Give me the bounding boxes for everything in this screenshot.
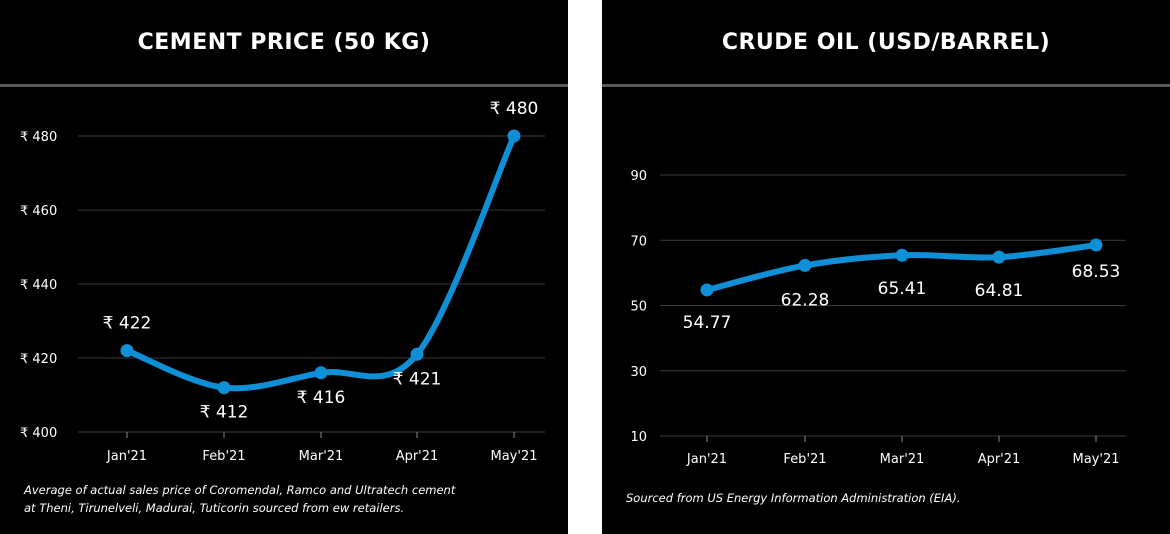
cement-data-label: ₹ 480	[490, 99, 539, 119]
cement-x-tick-label: May'21	[491, 449, 538, 464]
cement-series-line	[124, 133, 517, 392]
oil-data-label: 64.81	[975, 281, 1024, 301]
cement-y-tick-label: ₹ 460	[20, 204, 57, 219]
oil-y-tick-label: 30	[630, 365, 647, 380]
oil-data-point	[798, 258, 812, 272]
cement-data-point	[314, 366, 328, 380]
oil-data-point	[1089, 238, 1103, 252]
oil-x-tick-label: Apr'21	[978, 452, 1021, 467]
crude-oil-footnote: Sourced from US Energy Information Admin…	[626, 491, 961, 505]
cement-x-tick-label: Mar'21	[299, 449, 344, 464]
cement-y-tick-label: ₹ 480	[20, 130, 57, 145]
cement-data-point	[120, 344, 134, 358]
cement-price-panel: CEMENT PRICE (50 KG) ₹ 400 ₹ 420 ₹ 440 ₹ 46…	[0, 0, 568, 534]
oil-x-tick-label: Jan'21	[686, 452, 727, 467]
cement-y-tick-label: ₹ 440	[20, 278, 57, 293]
oil-x-tick-label: Mar'21	[880, 452, 925, 467]
cement-x-tick-label: Apr'21	[396, 449, 439, 464]
oil-x-tick-label: May'21	[1073, 452, 1120, 467]
oil-data-point	[992, 250, 1006, 264]
cement-price-chart: ₹ 400 ₹ 420 ₹ 440 ₹ 460 ₹ 480 Jan'21 Feb'21 Mar…	[20, 99, 545, 464]
cement-data-point	[217, 381, 231, 395]
crude-oil-panel: CRUDE OIL (USD/BARREL) 10 30 50 70 90 Jan'21 F…	[602, 0, 1170, 534]
oil-y-tick-label: 10	[630, 430, 647, 445]
oil-x-tick-label: Feb'21	[783, 452, 826, 467]
cement-y-tick-label: ₹ 400	[20, 426, 57, 441]
oil-data-point	[700, 283, 714, 297]
oil-data-label: 62.28	[781, 290, 830, 310]
oil-y-tick-label: 90	[630, 169, 647, 184]
cement-data-label: ₹ 416	[297, 388, 346, 408]
cement-chart-title: CEMENT PRICE (50 KG)	[137, 30, 431, 55]
cement-footnote: Average of actual sales price of Coromen…	[24, 483, 456, 515]
crude-oil-chart: 10 30 50 70 90 Jan'21 Feb'21 Mar'21 Apr'21 May'21…	[630, 169, 1126, 467]
cement-x-tick-label: Jan'21	[106, 449, 147, 464]
cement-data-point	[507, 129, 521, 143]
oil-data-label: 65.41	[878, 279, 927, 299]
oil-data-label: 54.77	[683, 313, 732, 333]
title-divider	[0, 84, 568, 87]
cement-data-point	[410, 347, 424, 361]
cement-data-label: ₹ 422	[103, 314, 152, 334]
cement-x-tick-label: Feb'21	[202, 449, 245, 464]
cement-y-tick-label: ₹ 420	[20, 352, 57, 367]
oil-y-tick-label: 70	[630, 234, 647, 249]
cement-data-label: ₹ 412	[200, 403, 249, 423]
crude-oil-chart-title: CRUDE OIL (USD/BARREL)	[721, 30, 1051, 55]
oil-data-point	[895, 248, 909, 262]
cement-data-label: ₹ 421	[393, 369, 442, 389]
oil-y-tick-label: 50	[630, 300, 647, 315]
oil-data-label: 68.53	[1072, 262, 1121, 282]
title-divider	[602, 84, 1170, 87]
